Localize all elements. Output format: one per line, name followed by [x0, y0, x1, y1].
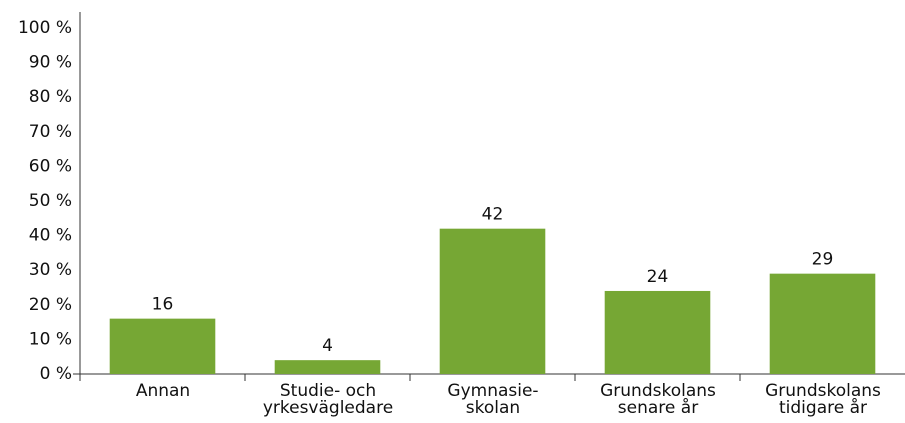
y-tick-label: 40 %: [29, 226, 72, 246]
y-tick-label: 100 %: [18, 18, 72, 38]
bar: [769, 273, 876, 374]
data-label: 16: [152, 295, 174, 315]
y-tick-label: 70 %: [29, 122, 72, 142]
x-tick-label: Studie- och yrkesvägledare: [262, 381, 394, 418]
data-label: 29: [812, 250, 834, 270]
data-label: 4: [322, 336, 333, 356]
y-tick-label: 90 %: [29, 53, 72, 73]
x-tick-label: Annan: [135, 381, 191, 401]
bar: [604, 290, 711, 374]
data-label: 24: [647, 267, 669, 287]
y-tick-label: 0 %: [40, 364, 72, 384]
data-label: 42: [482, 205, 504, 225]
y-tick-label: 30 %: [29, 260, 72, 280]
y-tick-label: 20 %: [29, 295, 72, 315]
y-tick-label: 80 %: [29, 87, 72, 107]
bar: [274, 360, 381, 374]
y-tick-label: 60 %: [29, 156, 72, 176]
bar: [109, 318, 216, 374]
bar: [439, 228, 546, 374]
y-tick-label: 50 %: [29, 191, 72, 211]
y-tick-label: 10 %: [29, 329, 72, 349]
x-tick-label: Gymnasie- skolan: [447, 381, 539, 418]
x-tick-label: Grundskolans senare år: [600, 381, 716, 418]
x-tick-label: Grundskolans tidigare år: [765, 381, 881, 418]
